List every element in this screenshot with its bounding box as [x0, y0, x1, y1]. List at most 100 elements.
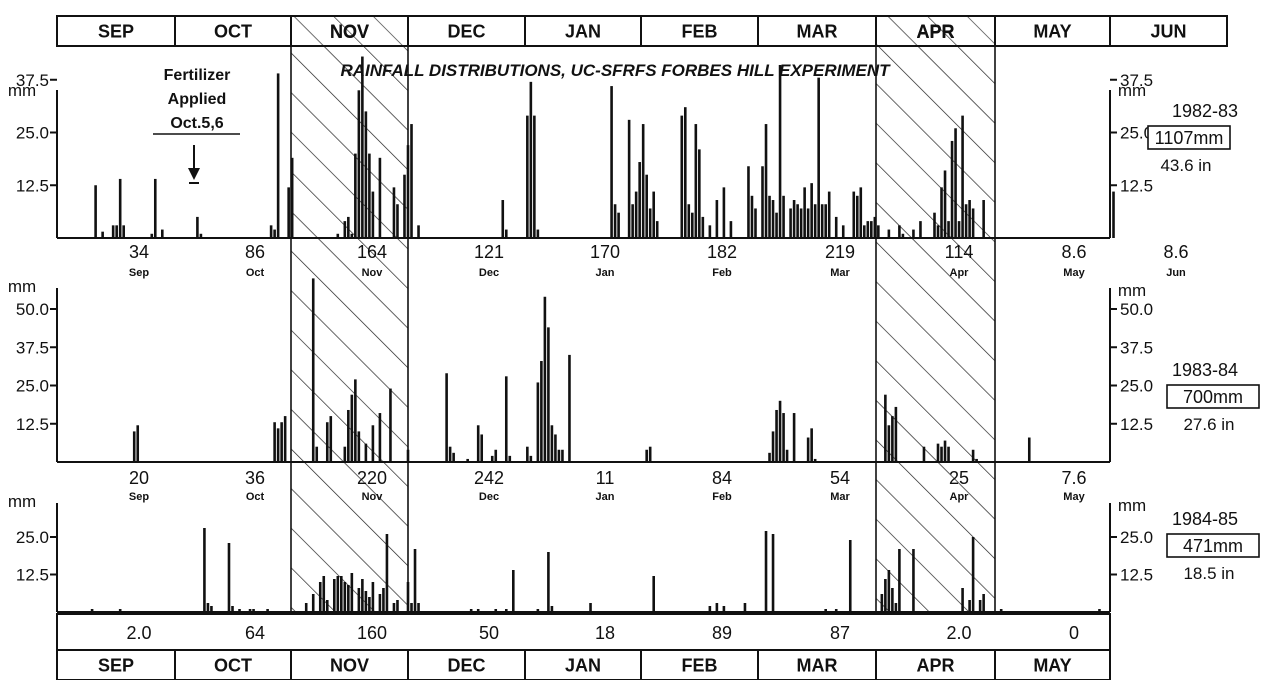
panel-1983-84: mm mm12.525.037.550.012.525.037.550.020Se… [8, 277, 1259, 503]
monthly-total-month: May [1063, 267, 1085, 279]
monthly-total-1984-85: 0 [1069, 623, 1079, 643]
bar [417, 603, 420, 612]
bar [558, 450, 561, 462]
bar [344, 582, 347, 612]
bar [649, 208, 652, 238]
bar [821, 204, 824, 238]
bar [508, 456, 511, 462]
bar [895, 603, 898, 612]
bar [810, 183, 813, 238]
bar [344, 447, 347, 462]
bar [351, 234, 354, 238]
bar [568, 355, 571, 462]
y-tick-label-right: 25.0 [1120, 377, 1153, 396]
bar [645, 450, 648, 462]
bar [322, 576, 325, 612]
monthly-total: 36 [245, 468, 265, 488]
y-tick-label-left: 25.0 [16, 124, 49, 143]
season-total-mm: 471mm [1183, 536, 1243, 556]
bar [691, 213, 694, 238]
bar [898, 225, 901, 238]
bar [810, 428, 813, 462]
bar [94, 185, 97, 238]
bar [852, 192, 855, 238]
monthly-total-1984-85: 50 [479, 623, 499, 643]
bar [477, 425, 480, 462]
bar [768, 196, 771, 238]
monthly-total-month: Feb [712, 267, 732, 279]
monthly-total: 121 [474, 242, 504, 262]
bar [723, 187, 726, 238]
season-total-in: 43.6 in [1160, 156, 1211, 175]
bar [874, 217, 877, 238]
bar [817, 78, 820, 238]
monthly-total-month: Apr [950, 491, 970, 503]
bar [238, 609, 241, 612]
bar [768, 453, 771, 462]
bar [944, 441, 947, 462]
bar [347, 217, 350, 238]
season-total-mm: 700mm [1183, 387, 1243, 407]
bar [779, 401, 782, 462]
bar [358, 431, 361, 462]
y-tick-label-left: 25.0 [16, 528, 49, 547]
bar [154, 179, 157, 238]
annotation-line2: Applied [168, 91, 227, 108]
bar [881, 594, 884, 612]
bar [266, 609, 269, 612]
bar [150, 234, 153, 238]
bar [544, 297, 547, 462]
bar [695, 124, 698, 238]
y-tick-label-left: 50.0 [16, 300, 49, 319]
monthly-total: 182 [707, 242, 737, 262]
bar [1000, 609, 1003, 612]
monthly-total: 170 [590, 242, 620, 262]
bar [870, 221, 873, 238]
monthly-total-1984-85: 160 [357, 623, 387, 643]
bar [891, 588, 894, 612]
bar [754, 208, 757, 238]
bar [270, 225, 273, 238]
bar [656, 221, 659, 238]
bar [709, 606, 712, 612]
bar [779, 65, 782, 238]
bar [347, 585, 350, 612]
bar [610, 86, 613, 238]
bar [688, 204, 691, 238]
bottom-month-label: APR [916, 656, 954, 676]
bar [537, 382, 540, 462]
bar [228, 543, 231, 612]
bar [393, 603, 396, 612]
bar [814, 204, 817, 238]
bar [344, 221, 347, 238]
bar [372, 192, 375, 238]
bar [315, 447, 318, 462]
bar [1112, 192, 1115, 238]
bar [551, 425, 554, 462]
bar [895, 407, 898, 462]
y-tick-label-left: 37.5 [16, 71, 49, 90]
bar [775, 410, 778, 462]
bar [273, 422, 276, 462]
bar [136, 425, 139, 462]
bar [972, 450, 975, 462]
y-unit-right: mm [1118, 281, 1146, 300]
bar [119, 609, 122, 612]
bar [761, 166, 764, 238]
bar [277, 73, 280, 238]
bar [982, 200, 985, 238]
bar [512, 570, 515, 612]
bar [449, 447, 452, 462]
bar [112, 225, 115, 238]
bar [863, 225, 866, 238]
y-tick-label-right: 37.5 [1120, 71, 1153, 90]
monthly-total: 54 [830, 468, 850, 488]
top-month-row: SEP OCT NOV DEC JAN FEB MAR APR MAY JUN [57, 16, 1227, 46]
bar [628, 120, 631, 238]
top-month-label: MAY [1033, 22, 1071, 42]
monthly-total: 11 [596, 468, 615, 488]
bar [210, 606, 213, 612]
bar [494, 609, 497, 612]
bar [280, 422, 283, 462]
bar [407, 450, 410, 462]
